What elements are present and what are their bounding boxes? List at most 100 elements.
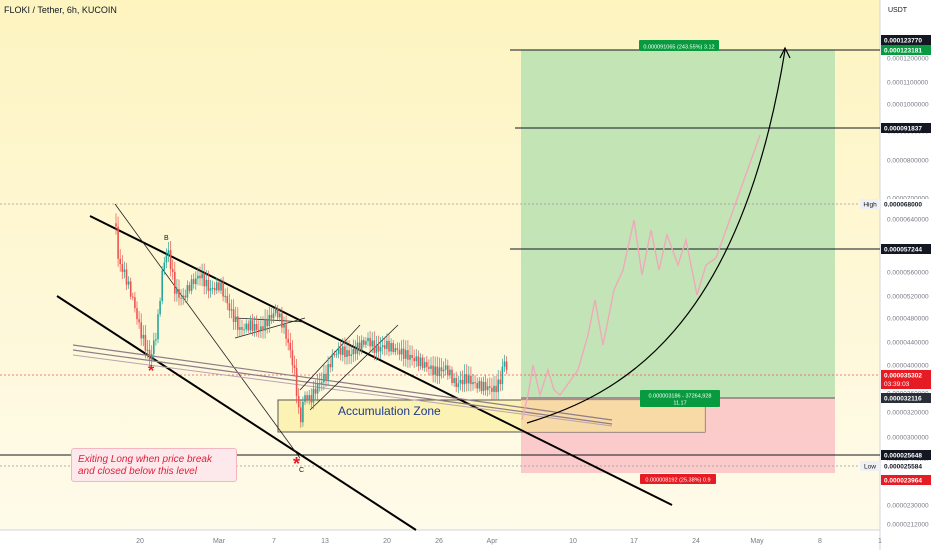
chart-title: FLOKI / Tether, 6h, KUCOIN [4,5,117,15]
candle-body [302,401,304,423]
candle-body [249,320,252,331]
candle-body [220,282,222,291]
candle-body [398,350,401,355]
candle-body [434,366,436,375]
candle-body [228,303,231,311]
candle-body [426,362,428,367]
candle-body [489,386,491,388]
candle-body [157,314,159,340]
candle-body [251,320,254,331]
candle-body [247,323,250,331]
candle-body [432,365,434,375]
candle-body [459,379,462,384]
candle-body [136,308,138,320]
support-line-2 [72,349,613,425]
candle-body [190,279,193,291]
candle-body [442,369,445,372]
candle-body [346,350,348,358]
candle-body [234,316,237,322]
y-tick-label: 0.0001000000 [887,102,929,109]
price-label: 0.000123770 [884,38,922,45]
entry-label-2: 11.17 [673,401,686,407]
candle-body [115,223,117,227]
candle-body [402,348,405,359]
time-axis-background [0,530,880,550]
candle-body [342,346,344,355]
price-label: 0.000123181 [884,48,922,55]
candle-body [119,258,121,265]
candle-body [386,340,388,349]
x-tick-label: Apr [487,538,499,545]
candle-body [447,365,449,376]
target-curve [526,49,786,424]
candle-body [283,324,285,328]
price-label-box [881,461,931,471]
candle-body [308,395,310,401]
candle-body [350,354,352,356]
candle-body [148,349,151,360]
candle-body [281,313,283,328]
x-tick-label: 10 [569,538,577,545]
price-label: 0.000032116 [884,396,922,403]
x-tick-label: 20 [383,538,391,545]
candle-body [222,282,224,297]
y-tick-label: 0.0000800000 [887,158,929,165]
candle-body [125,269,128,285]
y-tick-label: 0.0000320000 [887,410,929,417]
candle-body [142,334,145,339]
candle-body [293,365,296,368]
x-tick-label: 13 [321,538,329,545]
candle-body [396,348,399,351]
candle-body [468,375,470,384]
flag-line-2 [234,317,306,339]
candle-body [270,315,273,319]
price-label-box [881,370,931,389]
candle-body [413,358,415,362]
candle-body [482,381,485,392]
candle-body [300,407,302,423]
candle-body [379,346,382,352]
candle-body [205,279,208,287]
candle-body [430,365,432,369]
candle-body [159,300,161,315]
candle-body [132,296,134,298]
candle-body [505,361,508,370]
profit-zone [521,50,835,398]
candle-body [213,288,216,291]
candle-body [127,281,130,285]
point-c-label: C [299,467,304,474]
entry-label-box [640,390,720,407]
candle-body [457,383,460,387]
candle-body [470,375,472,385]
candle-body [150,354,153,360]
stop-label-box [640,474,716,484]
candle-body [272,313,275,319]
candle-body [327,364,329,380]
candle-body [153,340,155,355]
y-tick-label: 0.0000480000 [887,316,929,323]
candle-body [180,297,182,299]
candle-body [310,395,313,403]
candle-body [407,350,409,360]
candle-body [409,354,411,360]
price-label-box [881,35,931,45]
candle-body [138,319,140,323]
candle-body [360,340,363,351]
point-b-label: B [164,235,169,242]
projection-path [521,134,761,421]
x-tick-label: 26 [435,538,443,545]
candle-body [491,387,493,392]
candle-body [304,395,306,402]
candle-body [245,323,247,330]
candle-body [266,318,268,327]
candle-body [224,295,226,297]
candle-body [423,362,426,368]
candle-body [417,356,420,367]
candle-body [211,288,214,290]
candle-body [486,386,489,391]
candle-body [182,295,184,299]
price-label: 0.000068000 [884,202,922,209]
candle-body [134,297,136,309]
candle-body [199,275,201,279]
